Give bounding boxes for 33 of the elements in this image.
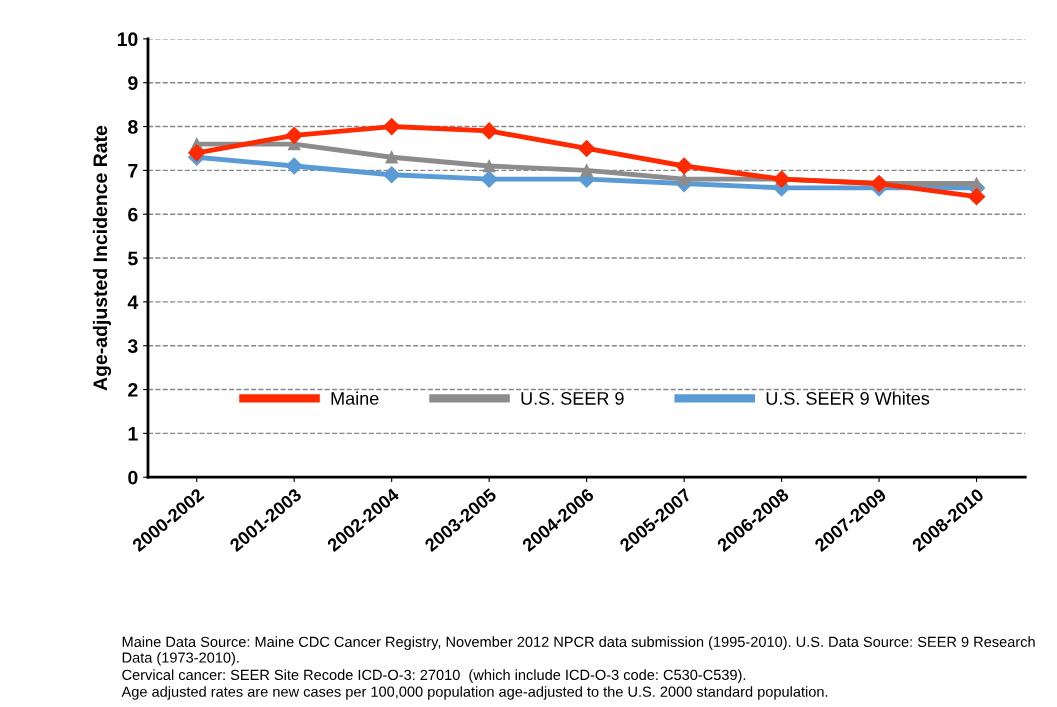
point: [383, 166, 401, 184]
point: [675, 157, 693, 175]
point: [188, 144, 206, 162]
point: [285, 157, 303, 175]
legend-label: Maine: [331, 391, 379, 405]
y-axis-title: Age-adjusted Incidence Rate: [92, 125, 112, 391]
point: [580, 164, 593, 177]
y-tick-label: 8: [128, 120, 138, 134]
point: [578, 139, 596, 158]
legend-label: U.S. SEER 9: [521, 392, 624, 405]
y-tick-label: 3: [127, 339, 138, 353]
point: [383, 118, 401, 136]
point: [285, 126, 303, 144]
y-tick-label: 2: [128, 383, 138, 397]
text: Age adjusted rates are new cases per 100,000 population age-adjusted to the U.S. 2000 standard population.: [121, 686, 828, 700]
y-tick-label: 6: [128, 207, 138, 222]
point: [482, 159, 496, 173]
text: Cervical cancer: SEER Site Recode ICD-O-3: 27010 (which include ICD-O-3 code: C530-C539).: [122, 669, 746, 683]
point: [967, 188, 986, 206]
point: [480, 122, 498, 140]
y-tick-label: 0: [128, 470, 138, 485]
y-tick-label: 1: [128, 427, 138, 441]
y-tick-label: 5: [128, 251, 138, 266]
point: [970, 177, 983, 190]
legend-label: U.S. SEER 9 Whites: [766, 391, 930, 405]
text: Maine Data Source: Maine CDC Cancer Registry, November 2012 NPCR data submission (1995-2010). U.S. Data Source: SEER 9 Research Data (1973-2010).: [122, 636, 1035, 666]
y-tick-label: 9: [128, 76, 138, 90]
y-tick-label: 7: [128, 164, 138, 178]
y-tick-label: 4: [127, 295, 139, 309]
point: [385, 150, 398, 164]
point: [677, 172, 691, 186]
point: [480, 170, 498, 188]
y-tick-label: 10: [117, 32, 138, 47]
